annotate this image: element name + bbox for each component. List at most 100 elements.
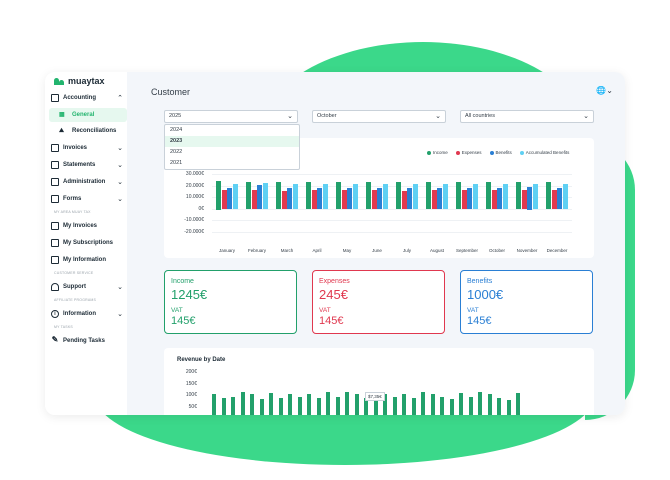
- bar-expenses[interactable]: [251, 189, 257, 210]
- bar-accumulated-benefits[interactable]: [562, 184, 568, 210]
- revenue-bar[interactable]: [278, 397, 283, 415]
- revenue-bar[interactable]: [487, 394, 492, 415]
- bar-accumulated-benefits[interactable]: [502, 184, 508, 210]
- bar-benefits[interactable]: [527, 186, 532, 210]
- bar-expenses[interactable]: [521, 189, 527, 210]
- revenue-bar[interactable]: [231, 396, 235, 415]
- bar-income[interactable]: [456, 181, 461, 210]
- bar-accumulated-benefits[interactable]: [472, 184, 478, 210]
- sidebar-item-invoices[interactable]: Invoices ⌄: [45, 141, 127, 155]
- revenue-bar[interactable]: [297, 396, 302, 415]
- revenue-bar[interactable]: [459, 393, 463, 415]
- revenue-bar[interactable]: [240, 392, 245, 415]
- bar-accumulated-benefits[interactable]: [322, 184, 328, 210]
- bar-accumulated-benefits[interactable]: [412, 184, 418, 210]
- bar-benefits[interactable]: [437, 187, 442, 210]
- bar-benefits[interactable]: [317, 187, 322, 210]
- bar-accumulated-benefits[interactable]: [262, 183, 268, 210]
- bar-accumulated-benefits[interactable]: [532, 184, 538, 210]
- bar-accumulated-benefits[interactable]: [442, 184, 448, 210]
- revenue-bar[interactable]: [440, 396, 444, 415]
- revenue-bar[interactable]: [316, 397, 321, 415]
- globe-icon[interactable]: 🌐⌄: [596, 86, 613, 95]
- year-option-selected[interactable]: 2023: [165, 136, 299, 147]
- bar-expenses[interactable]: [401, 191, 407, 210]
- revenue-bar[interactable]: [478, 392, 482, 415]
- revenue-bar[interactable]: [307, 394, 311, 415]
- revenue-bar[interactable]: [345, 392, 349, 415]
- bar-benefits[interactable]: [347, 187, 352, 210]
- revenue-bar[interactable]: [411, 397, 416, 415]
- revenue-bar[interactable]: [326, 392, 330, 415]
- bar-income[interactable]: [336, 181, 341, 210]
- sidebar-item-forms[interactable]: Forms ⌄: [45, 192, 127, 206]
- bar-income[interactable]: [246, 181, 251, 210]
- revenue-bar[interactable]: [364, 397, 368, 415]
- bar-expenses[interactable]: [221, 189, 227, 210]
- sidebar-item-pending-tasks[interactable]: ✎ Pending Tasks: [45, 334, 127, 348]
- sidebar-item-general[interactable]: ▦ General: [49, 108, 127, 122]
- bar-income[interactable]: [516, 181, 521, 210]
- sidebar-item-my-information[interactable]: My Information: [45, 253, 127, 267]
- bar-benefits[interactable]: [467, 187, 472, 210]
- sidebar-item-reconciliations[interactable]: ⛰ Reconciliations: [49, 124, 127, 138]
- year-select[interactable]: 2025 ⌄: [164, 110, 298, 123]
- sidebar-item-information[interactable]: i Information ⌄: [45, 307, 127, 321]
- revenue-bar[interactable]: [221, 397, 226, 415]
- country-select[interactable]: All countries ⌄: [460, 110, 594, 123]
- revenue-bar[interactable]: [354, 394, 359, 415]
- bar-income[interactable]: [486, 181, 491, 210]
- bar-benefits[interactable]: [497, 187, 502, 210]
- revenue-bar[interactable]: [373, 393, 378, 415]
- bar-expenses[interactable]: [461, 189, 467, 210]
- revenue-bar[interactable]: [516, 393, 520, 415]
- year-option[interactable]: 2022: [170, 149, 183, 155]
- bar-expenses[interactable]: [491, 189, 497, 210]
- bar-benefits[interactable]: [377, 187, 382, 210]
- sidebar-item-support[interactable]: Support ⌄: [45, 280, 127, 294]
- bar-income[interactable]: [546, 181, 551, 210]
- revenue-bar[interactable]: [402, 394, 406, 415]
- sidebar-item-statements[interactable]: Statements ⌄: [45, 158, 127, 172]
- revenue-bar[interactable]: [212, 394, 216, 415]
- bar-benefits[interactable]: [557, 187, 562, 210]
- revenue-bar[interactable]: [259, 398, 264, 415]
- bar-expenses[interactable]: [371, 189, 377, 210]
- year-option[interactable]: 2024: [170, 127, 183, 133]
- bar-expenses[interactable]: [551, 189, 557, 210]
- bar-income[interactable]: [306, 181, 311, 210]
- revenue-bar[interactable]: [392, 396, 397, 415]
- bar-benefits[interactable]: [287, 187, 292, 210]
- bar-income[interactable]: [396, 181, 401, 210]
- revenue-bar[interactable]: [468, 396, 473, 415]
- sidebar-item-administration[interactable]: Administration ⌄: [45, 175, 127, 189]
- bar-income[interactable]: [366, 181, 371, 210]
- revenue-bar[interactable]: [288, 394, 292, 415]
- revenue-bar[interactable]: [421, 392, 425, 415]
- bar-accumulated-benefits[interactable]: [292, 184, 298, 210]
- revenue-bar[interactable]: [250, 394, 254, 415]
- sidebar-item-my-subscriptions[interactable]: My Subscriptions: [45, 236, 127, 250]
- bar-income[interactable]: [216, 180, 221, 210]
- bar-benefits[interactable]: [407, 187, 412, 210]
- year-option[interactable]: 2021: [170, 160, 183, 166]
- revenue-bar[interactable]: [497, 397, 501, 415]
- revenue-bar[interactable]: [269, 393, 273, 415]
- bar-expenses[interactable]: [311, 189, 317, 210]
- sidebar-item-accounting[interactable]: Accounting ⌃: [45, 91, 127, 105]
- bar-accumulated-benefits[interactable]: [232, 184, 238, 210]
- revenue-bar[interactable]: [506, 400, 511, 415]
- bar-accumulated-benefits[interactable]: [352, 184, 358, 210]
- revenue-bar[interactable]: [449, 398, 454, 415]
- bar-expenses[interactable]: [281, 191, 287, 210]
- bar-benefits[interactable]: [257, 185, 262, 210]
- bar-expenses[interactable]: [431, 189, 437, 210]
- bar-income[interactable]: [276, 181, 281, 210]
- revenue-bar[interactable]: [430, 394, 435, 415]
- bar-benefits[interactable]: [227, 187, 232, 210]
- bar-accumulated-benefits[interactable]: [382, 184, 388, 210]
- revenue-bar[interactable]: [383, 394, 387, 415]
- bar-expenses[interactable]: [341, 189, 347, 210]
- bar-income[interactable]: [426, 181, 431, 210]
- sidebar-item-my-invoices[interactable]: My Invoices: [45, 219, 127, 233]
